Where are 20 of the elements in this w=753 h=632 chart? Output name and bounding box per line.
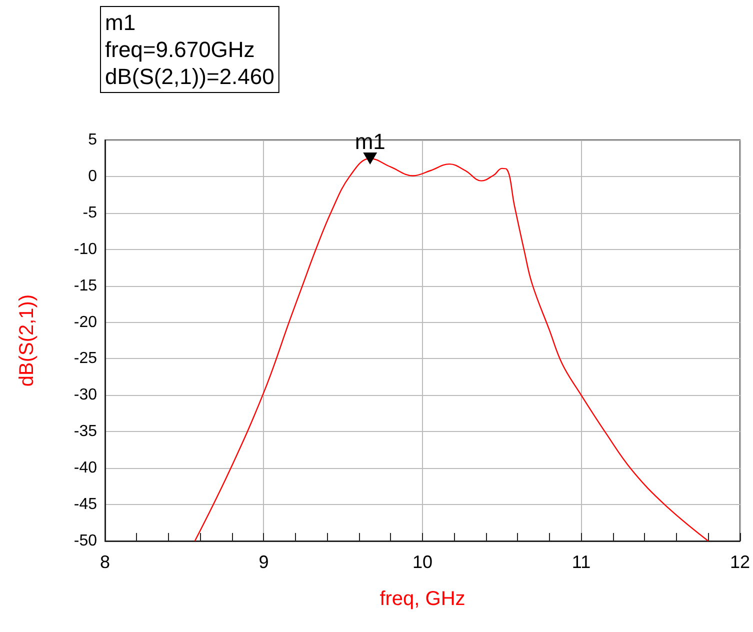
y-tick-label: -50 bbox=[74, 532, 98, 550]
text: m1 freq=9.670GHz dB(S(2,1))=2.460 bbox=[105, 10, 274, 89]
y-tick-label: -15 bbox=[74, 277, 98, 294]
y-tick-label: 5 bbox=[88, 132, 98, 148]
y-tick-label: -40 bbox=[74, 460, 98, 477]
x-tick-label: 11 bbox=[572, 552, 591, 572]
y-tick-label: -35 bbox=[74, 423, 98, 440]
x-tick-label: 8 bbox=[100, 552, 110, 572]
y-tick-label: -5 bbox=[82, 204, 98, 222]
y-tick-label: -30 bbox=[74, 386, 98, 404]
y-tick-label: 0 bbox=[88, 168, 98, 185]
x-tick-label: 12 bbox=[730, 552, 750, 572]
y-tick-label: -25 bbox=[74, 350, 98, 368]
y-axis-title: dB(S(2,1)) bbox=[16, 294, 38, 387]
y-tick-label: -10 bbox=[74, 240, 98, 258]
x-tick-label: 10 bbox=[412, 552, 433, 572]
x-axis-title: freq, GHz bbox=[380, 588, 466, 610]
x-tick-label: 9 bbox=[258, 552, 269, 572]
y-tick-label: -45 bbox=[74, 496, 98, 514]
y-tick-label: -20 bbox=[74, 314, 98, 331]
